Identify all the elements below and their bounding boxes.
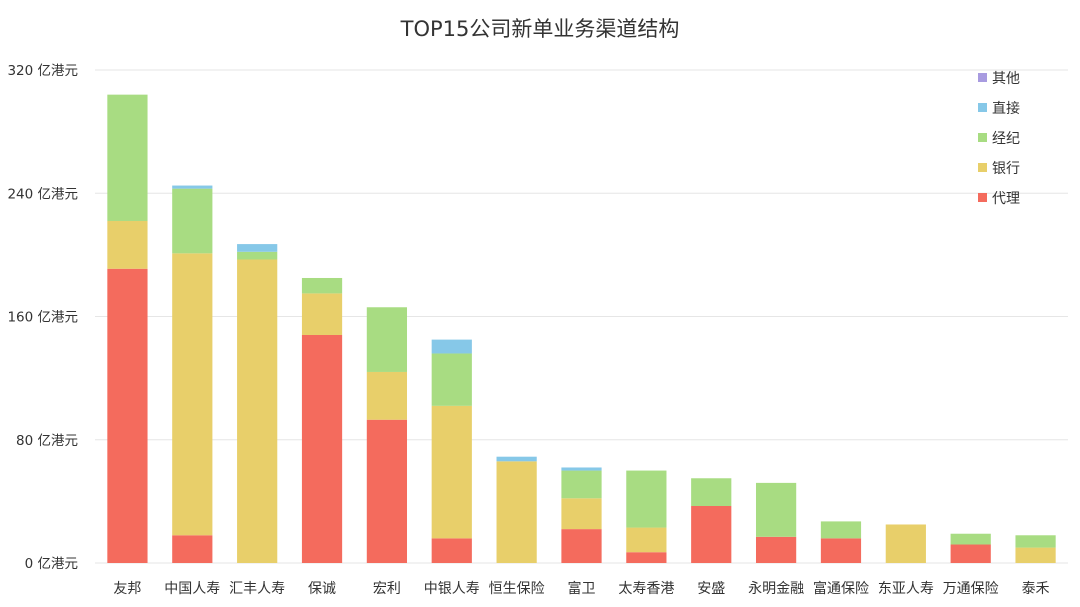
bar-segment (172, 185, 213, 189)
bar-segment (431, 405, 472, 539)
y-tick-label: 320 亿港元 (7, 63, 78, 79)
bar-segment (1015, 535, 1056, 548)
legend-label: 银行 (992, 161, 1020, 177)
bar-segment (172, 535, 213, 563)
x-tick-label: 恒生保险 (489, 581, 545, 597)
bar-segment (301, 293, 343, 335)
bar-segment (950, 544, 991, 563)
bar-segment (107, 220, 148, 269)
x-axis-ticks: 友邦 中国人寿 汇丰人寿 保诚 宏利 中银人寿 恒生保险 富卫 太寿香港 安盛 永明金融 富通保险 东亚… (113, 580, 1049, 597)
bar-segment (561, 470, 602, 499)
bar-segment (561, 498, 602, 530)
bar-segment (366, 419, 408, 563)
bar-segment (366, 307, 408, 372)
x-tick-label: 中银人寿 (424, 580, 480, 597)
x-tick-label: 泰禾 (1022, 581, 1050, 597)
legend-swatch (978, 163, 987, 172)
bar-segment (107, 268, 148, 563)
x-tick-label: 富通保险 (813, 580, 869, 597)
y-tick-label: 160 亿港元 (7, 310, 78, 326)
bar-segment (431, 339, 472, 354)
y-tick-label: 80 亿港元 (16, 433, 78, 449)
chart-title: TOP15公司新单业务渠道结构 (400, 17, 680, 41)
bar-segment (107, 94, 148, 221)
x-tick-label: 友邦 (113, 581, 141, 597)
legend-label: 代理 (992, 191, 1020, 207)
bar-segment (301, 277, 343, 294)
x-tick-label: 宏利 (373, 581, 401, 597)
bar-segment (496, 461, 537, 563)
x-tick-label: 万通保险 (943, 581, 999, 597)
x-tick-label: 太寿香港 (618, 580, 674, 597)
x-tick-label: 汇丰人寿 (229, 580, 285, 597)
bar-segment (691, 505, 732, 563)
bar-segment (885, 524, 926, 563)
legend-swatch (978, 103, 987, 112)
x-tick-label: 富卫 (568, 580, 596, 597)
bar-segment (172, 253, 213, 536)
x-tick-label: 安盛 (697, 581, 725, 597)
bar-segment (561, 467, 602, 471)
bar-segment (366, 371, 408, 420)
bar-segment (755, 536, 797, 563)
bar-segment (237, 251, 278, 260)
bar-segment (496, 456, 537, 462)
bar-segment (691, 478, 732, 506)
bar-segment (820, 521, 862, 539)
bar-segment (172, 188, 213, 254)
bar-segment (820, 538, 862, 563)
bar-segment (237, 259, 278, 563)
bar-segment (1015, 547, 1056, 563)
bar-segment (301, 334, 343, 563)
x-tick-label: 永明金融 (748, 581, 804, 597)
legend-swatch (978, 73, 987, 82)
bar-segment (237, 244, 278, 252)
bar-segment (626, 552, 667, 563)
y-tick-label: 0 亿港元 (25, 556, 78, 572)
bar-segment (431, 538, 472, 563)
bars (107, 94, 1056, 563)
bar-segment (626, 470, 667, 528)
bar-segment (950, 533, 991, 545)
bar-segment (755, 482, 797, 537)
legend-label: 其他 (992, 71, 1020, 87)
x-tick-label: 保诚 (308, 581, 336, 597)
x-tick-label: 东亚人寿 (878, 580, 934, 597)
bar-segment (561, 529, 602, 563)
x-tick-label: 中国人寿 (164, 580, 220, 597)
legend-swatch (978, 193, 987, 202)
bar-segment (431, 353, 472, 406)
legend-label: 直接 (992, 100, 1020, 117)
legend-swatch (978, 133, 987, 142)
y-axis-ticks: 0 亿港元 80 亿港元 160 亿港元 240 亿港元 320 亿港元 (7, 63, 78, 572)
y-tick-label: 240 亿港元 (7, 186, 78, 202)
bar-segment (626, 527, 667, 553)
legend-label: 经纪 (992, 131, 1020, 147)
